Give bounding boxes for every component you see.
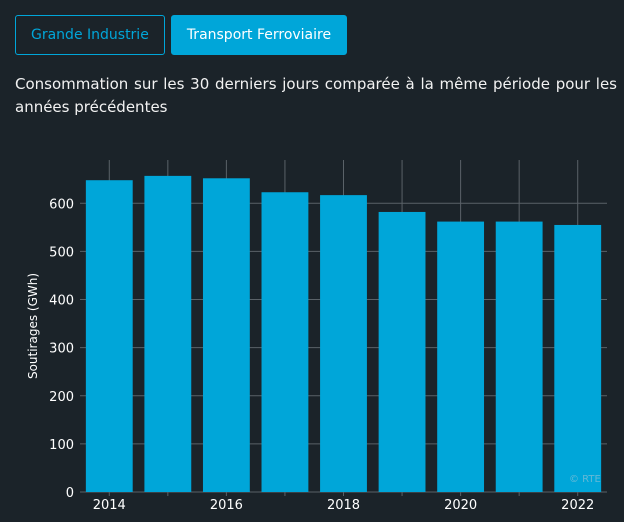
x-tick-label: 2022 — [561, 498, 594, 513]
bar-2021 — [495, 221, 543, 492]
bar-2022 — [554, 224, 602, 492]
tab-transport-ferroviaire[interactable]: Transport Ferroviaire — [170, 15, 348, 55]
x-tick-label: 2020 — [444, 498, 477, 513]
y-tick-label: 100 — [49, 438, 74, 453]
bar-2016 — [202, 178, 250, 492]
bar-2019 — [378, 211, 426, 492]
tab-bar: Grande Industrie Transport Ferroviaire — [15, 15, 348, 55]
chart-description: Consommation sur les 30 derniers jours c… — [15, 75, 617, 116]
x-tick-label: 2016 — [210, 498, 243, 513]
y-tick-label: 200 — [49, 390, 74, 405]
bar-2017 — [261, 192, 309, 493]
x-tick-label: 2018 — [327, 498, 360, 513]
y-tick-label: 300 — [49, 342, 74, 357]
bar-2014 — [85, 180, 133, 493]
tab-grande-industrie[interactable]: Grande Industrie — [15, 15, 165, 55]
y-tick-label: 400 — [49, 294, 74, 309]
x-tick-label: 2014 — [93, 498, 126, 513]
bar-2015 — [144, 175, 192, 492]
y-tick-label: 600 — [49, 197, 74, 212]
y-axis-label: Soutirages (GWh) — [26, 273, 40, 379]
bar-chart: 0 100 200 300 400 500 600 2014 2016 2018 2020 2022 S… — [26, 160, 607, 513]
y-tick-label: 500 — [49, 245, 74, 260]
y-tick-label: 0 — [66, 486, 74, 501]
watermark: © RTE — [569, 474, 601, 485]
bar-2018 — [320, 195, 367, 492]
bar-2020 — [437, 221, 485, 492]
